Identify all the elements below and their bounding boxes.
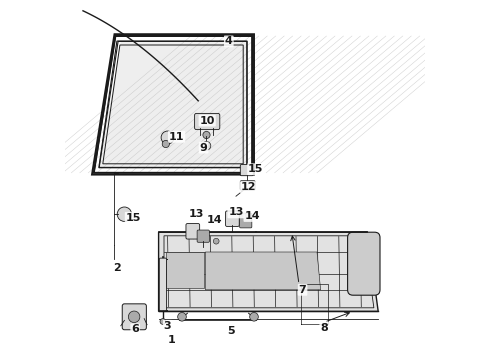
- Text: 13: 13: [189, 209, 204, 219]
- FancyBboxPatch shape: [347, 232, 380, 295]
- Circle shape: [162, 140, 170, 148]
- Text: 2: 2: [113, 263, 121, 273]
- Text: 4: 4: [225, 36, 233, 46]
- FancyBboxPatch shape: [197, 230, 209, 242]
- FancyBboxPatch shape: [225, 211, 239, 226]
- Circle shape: [202, 141, 211, 150]
- FancyBboxPatch shape: [122, 304, 147, 330]
- Circle shape: [117, 207, 132, 221]
- Text: 10: 10: [199, 116, 215, 126]
- Circle shape: [161, 131, 174, 144]
- Text: 12: 12: [241, 182, 256, 192]
- Text: 9: 9: [199, 143, 208, 153]
- Text: 14: 14: [245, 211, 260, 221]
- Text: 5: 5: [227, 326, 234, 336]
- FancyBboxPatch shape: [195, 113, 220, 130]
- Circle shape: [213, 238, 219, 244]
- FancyBboxPatch shape: [240, 213, 252, 228]
- Text: 15: 15: [248, 164, 264, 174]
- Text: 7: 7: [299, 285, 306, 295]
- Text: 15: 15: [126, 213, 141, 223]
- Circle shape: [203, 131, 210, 139]
- Circle shape: [160, 319, 166, 324]
- Circle shape: [178, 312, 186, 321]
- Text: 3: 3: [164, 321, 171, 331]
- Text: 8: 8: [320, 323, 328, 333]
- Circle shape: [128, 311, 140, 323]
- FancyBboxPatch shape: [240, 165, 253, 176]
- FancyBboxPatch shape: [186, 224, 199, 239]
- Polygon shape: [166, 252, 204, 288]
- Polygon shape: [205, 252, 320, 290]
- Text: 11: 11: [169, 132, 184, 142]
- Text: 1: 1: [167, 335, 175, 345]
- Text: 13: 13: [228, 207, 244, 217]
- Text: 6: 6: [131, 324, 139, 334]
- Polygon shape: [159, 232, 378, 311]
- Text: 14: 14: [207, 215, 222, 225]
- Circle shape: [250, 312, 258, 321]
- Polygon shape: [99, 41, 247, 167]
- FancyBboxPatch shape: [159, 258, 167, 311]
- FancyBboxPatch shape: [240, 181, 255, 190]
